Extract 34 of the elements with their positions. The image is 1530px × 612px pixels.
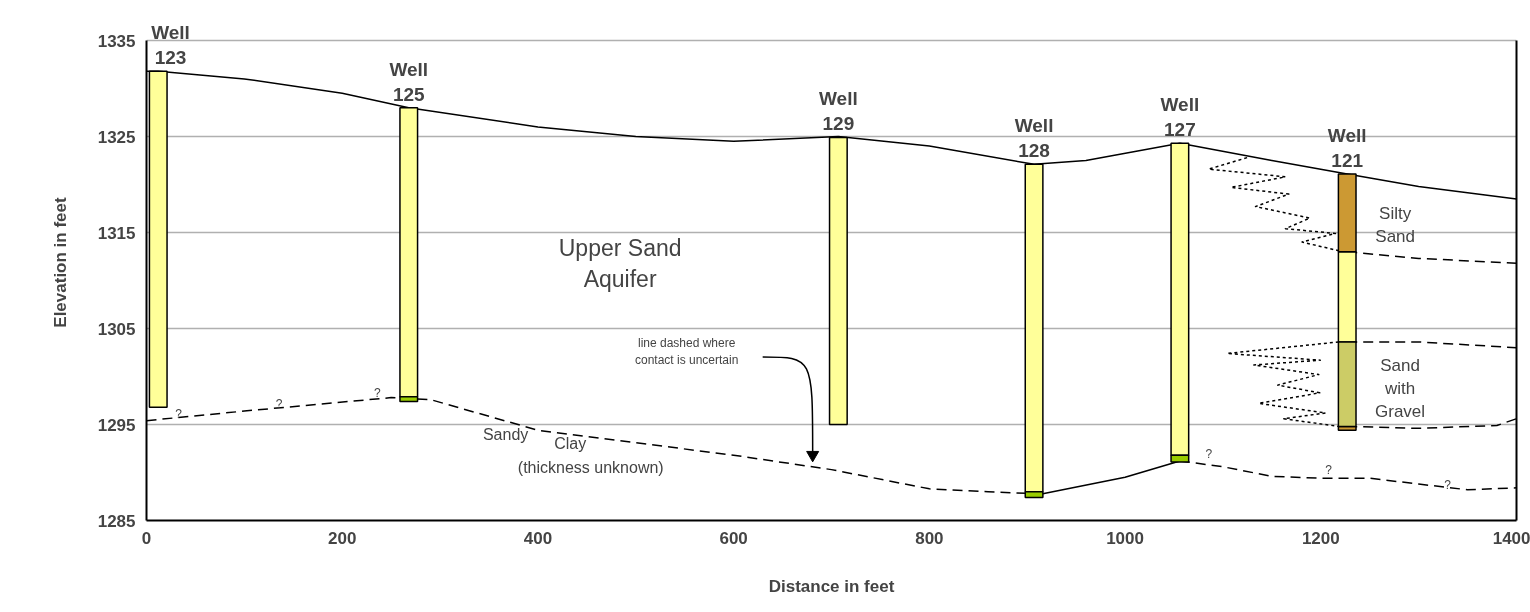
annotation: Sand with Gravel (1375, 356, 1426, 421)
x-tick-label: 0 (141, 528, 152, 548)
y-axis-title: Elevation in feet (50, 196, 70, 328)
annotation: ? (1205, 446, 1213, 461)
annotation: (thickness unknown) (517, 459, 664, 477)
annotation: ? (374, 386, 382, 401)
y-tick-label: 1285 (97, 511, 136, 531)
annotation: Well 123 (151, 22, 190, 69)
annotation: Silty Sand (1375, 204, 1416, 246)
y-tick-label: 1335 (97, 31, 136, 51)
annotation: Well 128 (1014, 115, 1054, 162)
y-tick-label: 1325 (97, 127, 136, 147)
y-tick-label: 1315 (97, 223, 136, 243)
y-tick-label: 1305 (97, 319, 136, 339)
annotation: Clay (554, 435, 587, 453)
x-tick-label: 1200 (1301, 528, 1340, 548)
annotation: Well 125 (389, 58, 429, 105)
annotation: Upper Sand Aquifer (558, 234, 682, 293)
annotation: ? (1444, 477, 1452, 492)
x-axis-title: Distance in feet (768, 576, 895, 596)
annotation: ? (1325, 463, 1333, 478)
x-tick-label: 400 (523, 528, 553, 548)
annotation: Well 129 (818, 88, 858, 135)
annotation: Well 127 (1160, 94, 1200, 141)
annotation: Well 121 (1327, 124, 1367, 171)
y-tick-label: 1295 (97, 415, 136, 435)
annotation: Sandy (482, 425, 529, 443)
x-tick-label: 1000 (1106, 528, 1144, 548)
x-tick-label: 200 (328, 528, 357, 548)
x-tick-label: 1400 (1492, 528, 1530, 548)
x-tick-label: 600 (719, 528, 748, 548)
annotation: ? (175, 406, 183, 421)
x-tick-label: 800 (915, 528, 944, 548)
annotation: line dashed where contact is uncertain (634, 336, 739, 367)
